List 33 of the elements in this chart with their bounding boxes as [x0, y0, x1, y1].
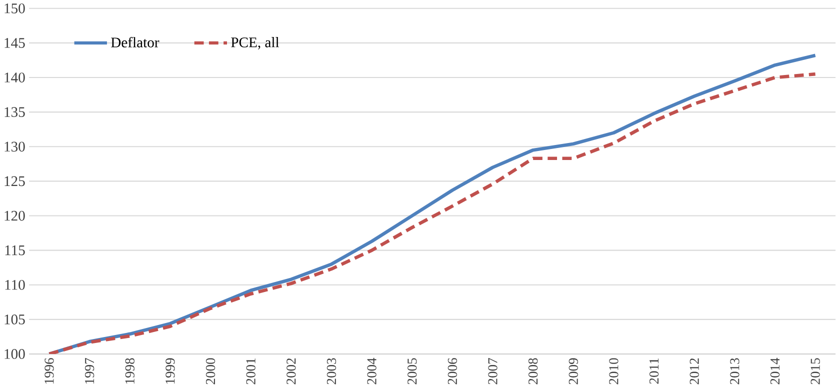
x-tick-label: 2001	[246, 358, 256, 384]
x-tick-label: 1996	[44, 358, 54, 384]
y-tick-label: 130	[4, 142, 25, 152]
y-tick-label: 145	[4, 38, 25, 48]
y-tick-label: 140	[4, 72, 25, 82]
x-tick-label: 2005	[408, 358, 417, 384]
x-tick-label: 2003	[326, 358, 336, 384]
x-tick-label: 2004	[367, 358, 376, 384]
y-tick-label: 100	[4, 348, 25, 359]
y-tick-label: 105	[4, 314, 25, 324]
x-tick-label: 2010	[609, 358, 618, 384]
x-tick-label: 2015	[810, 358, 820, 384]
y-tick-label: 150	[4, 3, 25, 14]
y-tick-label: 115	[5, 245, 25, 256]
x-tick-label: 2009	[568, 358, 578, 384]
x-tick-label: 2006	[448, 358, 458, 384]
x-tick-label: 1997	[85, 358, 94, 384]
legend-label: PCE, all	[231, 36, 280, 50]
y-tick-label: 135	[4, 107, 25, 117]
x-tick-label: 2014	[770, 358, 780, 384]
x-tick-label: 1999	[166, 358, 175, 384]
x-tick-label: 2011	[649, 358, 659, 384]
x-tick-label: 2013	[730, 358, 740, 384]
x-tick-label: 2008	[528, 358, 538, 384]
x-tick-label: 2002	[286, 358, 296, 384]
y-tick-label: 120	[4, 210, 25, 221]
x-tick-label: 2012	[690, 358, 699, 384]
x-tick-label: 2000	[206, 358, 216, 384]
y-tick-label: 125	[4, 176, 25, 186]
y-tick-label: 110	[5, 280, 25, 290]
legend-label: Deflator	[111, 36, 160, 48]
x-tick-label: 1998	[125, 358, 134, 384]
x-tick-label: 2007	[488, 358, 498, 384]
